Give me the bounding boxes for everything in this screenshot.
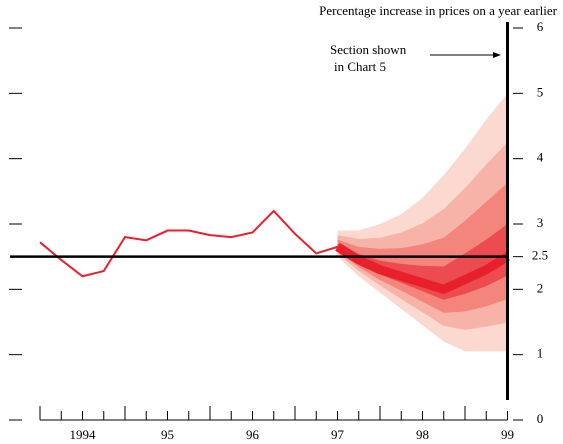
y-tick-label: 5	[537, 84, 544, 99]
x-tick-label: 1994	[70, 427, 97, 442]
x-tick-label: 96	[246, 427, 260, 442]
central-projection	[335, 243, 510, 294]
x-tick-label: 99	[501, 427, 514, 442]
y-tick-label: 3	[537, 215, 544, 230]
y-tick-label: 4	[537, 150, 544, 165]
annotation: Section shown	[330, 42, 407, 57]
x-tick-label: 97	[331, 427, 345, 442]
x-tick-label: 95	[161, 427, 174, 442]
y-axis-label: Percentage increase in prices on a year …	[319, 3, 558, 18]
y-tick-label: 2	[537, 280, 544, 295]
fan	[335, 93, 510, 352]
y-tick-label: 0	[537, 411, 544, 426]
x-tick-label: 98	[416, 427, 429, 442]
y-tick-label: 2.5	[532, 248, 548, 263]
arrow-head	[493, 52, 501, 58]
annotation: in Chart 5	[334, 59, 386, 74]
inflation-line	[39, 209, 338, 278]
y-tick-label: 6	[537, 19, 544, 34]
y-tick-label: 1	[537, 346, 544, 361]
